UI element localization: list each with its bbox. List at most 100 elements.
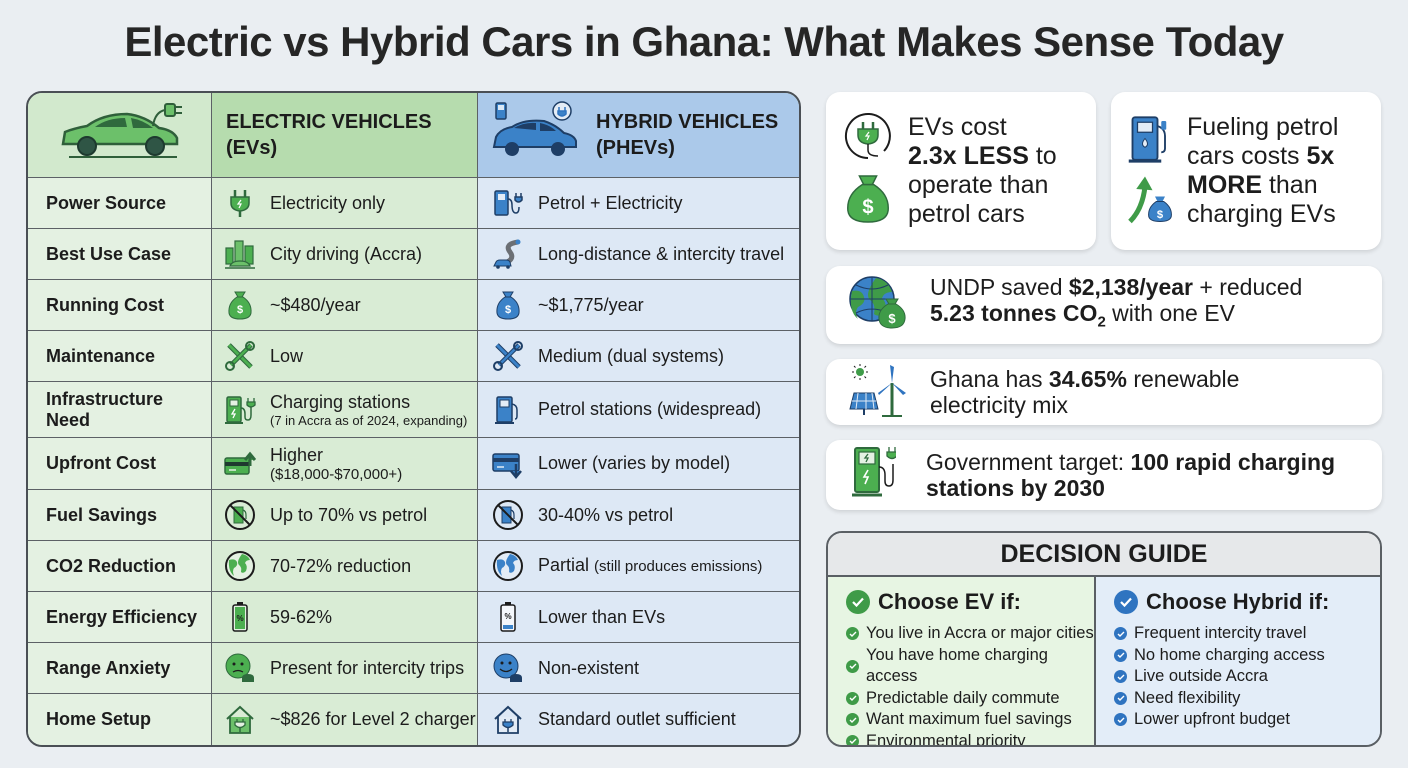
stat-petrol-cost-text: Fueling petrol cars costs 5x MORE than c… — [1187, 113, 1338, 229]
row-label-fuel-savings: Fuel Savings — [28, 490, 212, 541]
ev-criterion-text: You live in Accra or major cities — [866, 624, 1094, 642]
hybrid-infrastructure-need: Petrol stations (widespread) — [478, 382, 799, 438]
stat-text: UNDP saved — [930, 274, 1069, 301]
hybrid-upfront-cost-value: Lower (varies by model) — [538, 453, 731, 473]
check-icon — [1114, 713, 1127, 727]
check-icon — [846, 659, 859, 673]
hybrid-energy-efficiency-value: Lower than EVs — [538, 606, 666, 627]
ev-criterion: Predictable daily commute — [846, 688, 1094, 710]
house-plug-icon — [490, 702, 526, 738]
road-car-icon — [490, 236, 526, 272]
ev-energy-efficiency: % 59-62% — [212, 592, 478, 643]
stat-text: Government target: — [926, 449, 1131, 475]
check-icon — [1114, 691, 1127, 705]
ev-criterion-text: Environmental priority — [866, 731, 1026, 747]
svg-text:$: $ — [1157, 209, 1164, 221]
stat-card-target: Government target: 100 rapid charging st… — [826, 440, 1382, 510]
ev-infrastructure-need-value: Charging stations (7 in Accra as of 2024… — [270, 392, 467, 428]
globe-icon — [490, 548, 526, 584]
stat-line: electricity mix — [930, 392, 1069, 418]
row-label-maintenance: Maintenance — [28, 331, 212, 382]
ev-criterion: You live in Accra or major cities — [846, 623, 1094, 645]
header-hybrid-line2: (PHEVs) — [596, 137, 675, 159]
hybrid-running-cost: $ ~$1,775/year — [478, 280, 799, 331]
hybrid-criterion-text: Frequent intercity travel — [1134, 624, 1307, 642]
header-hybrid-line1: HYBRID VEHICLES — [596, 111, 779, 133]
row-label-best-use-case: Best Use Case — [28, 229, 212, 280]
hybrid-criterion-text: Live outside Accra — [1134, 667, 1268, 685]
ev-criterion-text: Want maximum fuel savings — [866, 710, 1072, 728]
row-label-energy-efficiency: Energy Efficiency — [28, 592, 212, 643]
svg-text:%: % — [504, 612, 511, 621]
decision-guide-ev: Choose EV if: You live in Accra or major… — [828, 577, 1096, 747]
hybrid-power-source-value: Petrol + Electricity — [538, 192, 683, 213]
fuel-pump-icon — [1125, 113, 1175, 174]
check-icon — [1114, 670, 1127, 684]
tools-icon — [490, 338, 526, 374]
hybrid-running-cost-value: ~$1,775/year — [538, 294, 644, 315]
choose-hybrid-heading-text: Choose Hybrid if: — [1146, 589, 1330, 614]
svg-text:$: $ — [505, 304, 511, 316]
stat-highlight: 5x — [1306, 142, 1335, 170]
money-bag-icon: $ — [490, 287, 526, 323]
hybrid-range-anxiety: Non-existent — [478, 643, 799, 694]
hybrid-upfront-cost: Lower (varies by model) — [478, 438, 799, 490]
stat-card-ev-cost: $ EVs cost 2.3x LESS to operate than pet… — [826, 92, 1096, 250]
hybrid-range-anxiety-value: Non-existent — [538, 657, 640, 678]
svg-text:%: % — [236, 614, 243, 623]
row-label-home-setup: Home Setup — [28, 694, 212, 745]
globe-money-icon: $ — [846, 275, 908, 336]
ev-energy-efficiency-value: 59-62% — [270, 606, 333, 627]
check-icon — [1114, 648, 1127, 662]
stat-text: than — [1262, 171, 1318, 199]
ev-co2-reduction: 70-72% reduction — [212, 541, 478, 592]
ev-infrastructure-text: Charging stations — [270, 391, 411, 412]
hybrid-maintenance-value: Medium (dual systems) — [538, 345, 725, 366]
ev-maintenance: Low — [212, 331, 478, 382]
ev-maintenance-value: Low — [270, 345, 304, 366]
hybrid-car-pump-plug-icon — [492, 100, 584, 170]
header-ev: ELECTRIC VEHICLES (EVs) — [212, 93, 478, 178]
svg-text:$: $ — [862, 196, 873, 218]
tools-icon — [222, 338, 258, 374]
hybrid-power-source: Petrol + Electricity — [478, 178, 799, 229]
check-icon — [1114, 627, 1127, 641]
charging-station-icon — [222, 392, 258, 428]
hybrid-co2-text: Partial — [538, 555, 590, 575]
money-bag-icon: $ — [845, 173, 891, 230]
decision-guide-hybrid: Choose Hybrid if: Frequent intercity tra… — [1096, 577, 1380, 745]
no-fuel-icon — [222, 497, 258, 533]
hybrid-fuel-savings-value: 30-40% vs petrol — [538, 504, 674, 525]
hybrid-energy-efficiency: % Lower than EVs — [478, 592, 799, 643]
globe-icon — [222, 548, 258, 584]
hybrid-home-setup-value: Standard outlet sufficient — [538, 709, 736, 729]
stat-highlight: $2,138/year — [1068, 274, 1193, 301]
ev-criterion-text: Predictable daily commute — [866, 688, 1060, 707]
stat-line: Fueling petrol — [1187, 113, 1339, 141]
hybrid-criterion-text: Lower upfront budget — [1134, 710, 1290, 728]
hybrid-infrastructure-need-value: Petrol stations (widespread) — [538, 399, 762, 419]
card-up-arrow-icon — [222, 446, 258, 482]
stat-highlight: stations by 2030 — [926, 475, 1105, 501]
ev-home-setup: ~$826 for Level 2 charger — [212, 694, 478, 745]
worried-face-car-icon — [222, 650, 258, 686]
row-label-power-source: Power Source — [28, 178, 212, 229]
check-circle-icon — [846, 590, 870, 614]
money-bag-icon: $ — [222, 287, 258, 323]
ev-power-source-value: Electricity only — [270, 192, 386, 213]
hybrid-best-use-case-value: Long-distance & intercity travel — [538, 243, 785, 264]
stat-highlight: MORE — [1187, 171, 1262, 199]
stat-highlight: 2.3x LESS — [908, 142, 1029, 170]
card-down-arrow-icon — [490, 446, 526, 482]
ev-running-cost-value: ~$480/year — [270, 294, 361, 315]
ev-criterion: Want maximum fuel savings — [846, 709, 1094, 731]
check-icon — [846, 691, 859, 705]
check-icon — [846, 713, 859, 727]
hybrid-criterion: No home charging access — [1114, 645, 1380, 667]
city-car-icon — [222, 236, 258, 272]
row-label-co2-reduction: CO2 Reduction — [28, 541, 212, 592]
hybrid-home-setup: Standard outlet sufficient — [478, 694, 799, 745]
plug-icon — [222, 185, 258, 221]
check-icon — [846, 627, 859, 641]
stat-card-undp: $ UNDP saved $2,138/year + reduced 5.23 … — [826, 266, 1382, 344]
